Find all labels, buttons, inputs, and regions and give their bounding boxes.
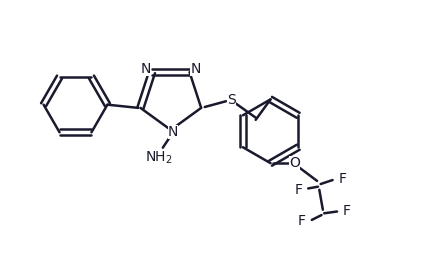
Text: F: F	[343, 204, 351, 218]
Text: NH$_2$: NH$_2$	[145, 149, 172, 166]
Text: F: F	[338, 172, 346, 186]
Text: S: S	[227, 93, 236, 107]
Text: N: N	[190, 62, 201, 76]
Text: N: N	[168, 125, 178, 139]
Text: O: O	[289, 156, 300, 170]
Text: N: N	[141, 62, 151, 76]
Text: F: F	[294, 183, 302, 197]
Text: F: F	[298, 214, 306, 228]
